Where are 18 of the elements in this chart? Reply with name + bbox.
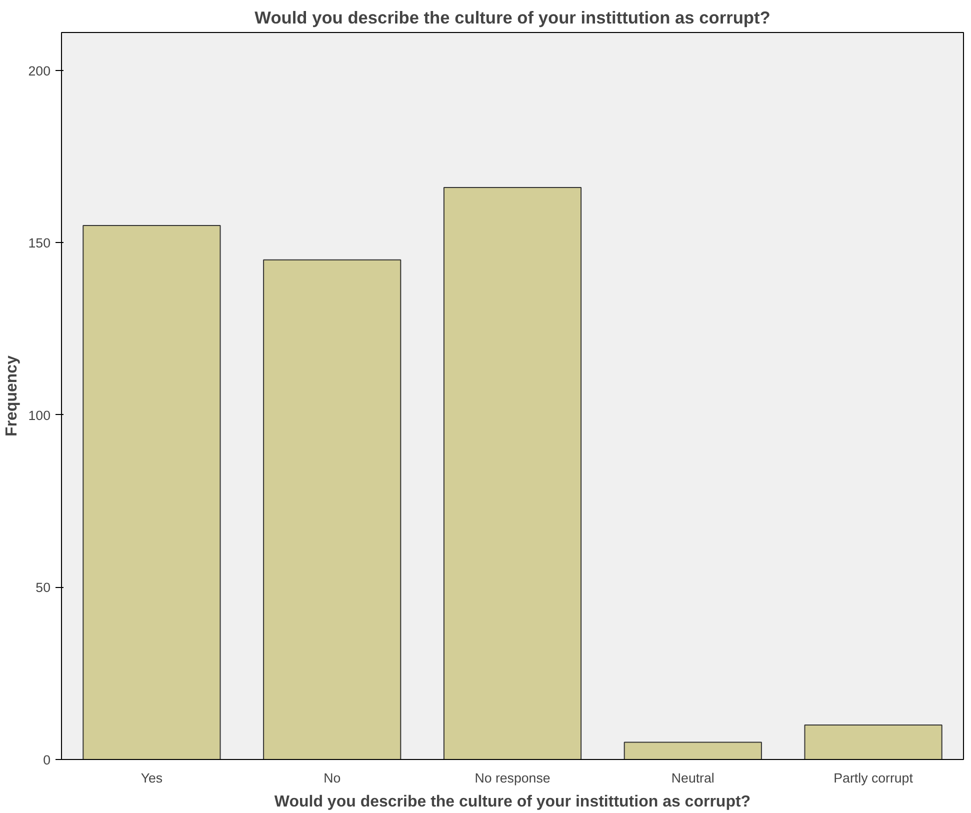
y-tick-label: 50 <box>36 580 51 596</box>
bar <box>82 224 221 760</box>
x-tick-label: Partly corrupt <box>834 770 914 786</box>
x-tick-label: Neutral <box>671 770 714 786</box>
y-tick-label: 200 <box>28 63 51 78</box>
y-tick-label: 150 <box>28 236 51 251</box>
bar <box>263 259 402 760</box>
chart-title: Would you describe the culture of your instittution as corrupt? <box>254 8 770 28</box>
x-axis-title: Would you describe the culture of your instittution as corrupt? <box>274 794 751 810</box>
x-tick-label: No <box>324 770 341 786</box>
y-tick-label: 100 <box>28 408 51 423</box>
y-tick-label: 0 <box>43 752 51 768</box>
bar <box>624 742 762 760</box>
y-axis-title: Frequency <box>3 355 20 436</box>
x-tick-label: No response <box>474 770 550 786</box>
x-tick-label: Yes <box>140 770 163 786</box>
bar <box>443 187 582 760</box>
bar <box>804 724 942 760</box>
